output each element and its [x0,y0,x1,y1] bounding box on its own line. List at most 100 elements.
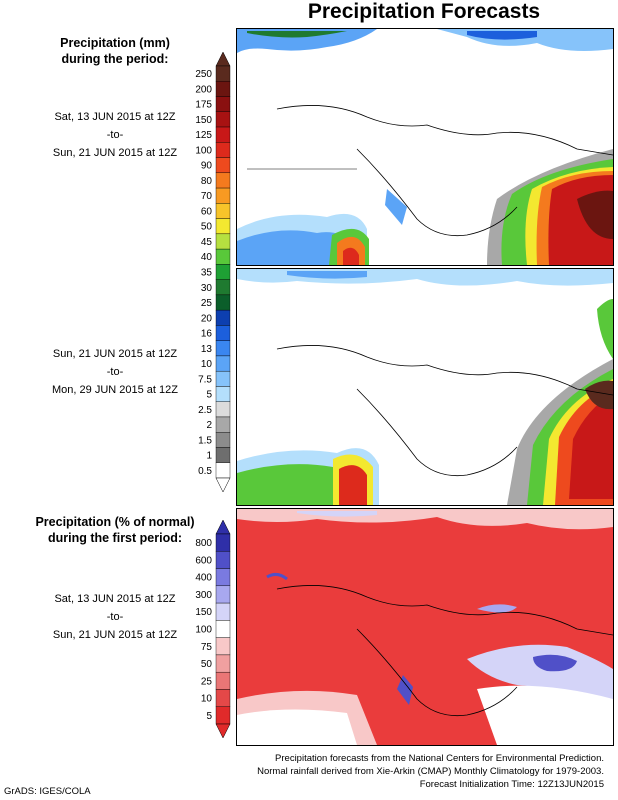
period-3-label: Sat, 13 JUN 2015 at 12Z -to- Sun, 21 JUN… [0,590,230,644]
pct-colorbar-swatch [215,706,231,725]
mm-colorbar-tick-label: 250 [195,69,212,80]
period-2-start: Sun, 21 JUN 2015 at 12Z [52,348,178,360]
period-2-to: -to- [106,366,124,378]
mm-colorbar-tick-label: 10 [201,359,213,370]
mm-colorbar-swatch [215,432,231,448]
mm-colorbar-tick-label: 7.5 [198,374,212,385]
mm-colorbar-swatch [215,142,231,158]
period-1-start: Sat, 13 JUN 2015 at 12Z [54,111,176,123]
pct-colorbar-bottom-arrow [215,723,231,738]
mm-colorbar-swatch [215,96,231,112]
mm-colorbar-tick-label: 5 [206,390,212,401]
pct-heading-line-1: Precipitation (% of normal) [35,515,195,529]
pct-colorbar-tick-label: 75 [201,642,213,653]
footer-line-2: Normal rainfall derived from Xie-Arkin (… [257,766,604,777]
mm-colorbar-tick-label: 25 [201,298,213,309]
mm-legend-heading: Precipitation (mm) during the period: [0,35,230,67]
map-panel-period-1 [236,28,614,266]
pct-colorbar-top-arrow [215,520,231,535]
mm-colorbar-tick-label: 70 [201,191,213,202]
period-3-to: -to- [106,611,124,623]
mm-colorbar-swatch [215,386,231,402]
mm-colorbar-tick-label: 0.5 [198,466,212,477]
mm-colorbar-tick-label: 20 [201,313,213,324]
pct-colorbar-swatch [215,551,231,569]
mm-heading-line-2: during the period: [61,52,169,66]
mm-colorbar-swatch [215,401,231,418]
mm-colorbar-swatch [215,233,231,250]
mm-colorbar-top-arrow [215,52,231,67]
pct-colorbar: 800 600 400 300 150 100 75 50 25 10 5 [195,520,231,738]
mm-colorbar-swatch [215,355,231,372]
pct-colorbar-tick-label: 400 [195,573,212,584]
mm-colorbar-swatch [215,264,231,280]
mm-colorbar-swatch [215,279,231,296]
period-2-end: Mon, 29 JUN 2015 at 12Z [52,384,178,396]
mm-colorbar-swatch [215,325,231,341]
mm-colorbar-tick-label: 35 [201,268,213,279]
mm-colorbar-swatch [215,203,231,219]
pct-colorbar-tick-label: 800 [195,538,212,549]
mm-colorbar-tick-label: 2.5 [198,405,212,416]
pct-colorbar-tick-label: 150 [195,607,212,618]
mm-colorbar-swatch [215,126,231,143]
map-panel-percent-normal [236,508,614,746]
pct-colorbar-tick-label: 50 [201,659,213,670]
period-1-to: -to- [106,129,124,141]
percent-normal-map [237,509,613,745]
page-title: Precipitation Forecasts [307,0,541,23]
mm-colorbar-swatch [215,309,231,326]
pct-colorbar-tick-label: 100 [195,625,212,636]
mm-colorbar-tick-label: 1.5 [198,435,212,446]
mm-colorbar-tick-label: 30 [201,283,213,294]
mm-colorbar-swatch [215,157,231,174]
mm-colorbar-swatch [215,172,231,189]
pct-colorbar-swatch [215,568,231,587]
pct-colorbar-swatch [215,637,231,656]
mm-colorbar-swatch [215,187,231,204]
precip-map-1 [237,29,613,265]
period-2-label: Sun, 21 JUN 2015 at 12Z -to- Mon, 29 JUN… [0,345,230,399]
mm-colorbar-tick-label: 125 [195,130,212,141]
mm-colorbar-swatch [215,340,231,357]
mm-colorbar-tick-label: 1 [206,451,212,462]
precip-map-2 [237,269,613,505]
pct-legend-heading: Precipitation (% of normal) during the f… [0,514,230,546]
mm-colorbar-swatch [215,218,231,235]
mm-colorbar-swatch [215,416,231,433]
mm-colorbar-swatch [215,447,231,463]
period-1-end: Sun, 21 JUN 2015 at 12Z [52,147,178,159]
mm-colorbar-tick-label: 150 [195,115,212,126]
mm-colorbar-tick-label: 45 [201,237,213,248]
period-3-end: Sun, 21 JUN 2015 at 12Z [52,629,178,641]
pct-colorbar-tick-label: 600 [195,555,212,566]
pct-colorbar-swatch [215,689,231,707]
period-1-label: Sat, 13 JUN 2015 at 12Z -to- Sun, 21 JUN… [0,108,230,162]
pct-colorbar-tick-label: 300 [195,590,212,601]
pct-colorbar-swatch [215,671,231,690]
mm-colorbar-tick-label: 100 [195,145,212,156]
map-panel-period-2 [236,268,614,506]
pct-colorbar-swatch [215,533,231,552]
mm-colorbar-tick-label: 13 [201,344,213,355]
mm-colorbar-swatch [215,370,231,387]
mm-colorbar-tick-label: 80 [201,176,213,187]
pct-colorbar-swatch [215,602,231,621]
mm-colorbar-tick-label: 2 [206,420,212,431]
pct-colorbar-tick-label: 10 [201,694,213,705]
pct-colorbar-tick-label: 25 [201,676,213,687]
mm-colorbar-tick-label: 16 [201,329,213,340]
pct-colorbar-tick-label: 5 [206,711,212,722]
mm-colorbar-swatch [215,248,231,265]
mm-colorbar-tick-label: 175 [195,100,212,111]
mm-colorbar-tick-label: 200 [195,84,212,95]
mm-colorbar-tick-label: 60 [201,206,213,217]
footer-line-1: Precipitation forecasts from the Nationa… [275,753,604,764]
mm-colorbar-swatch [215,65,231,82]
mm-colorbar-bottom-arrow [215,477,231,492]
mm-colorbar-tick-label: 40 [201,252,213,263]
mm-colorbar-swatch [215,462,231,479]
pct-colorbar-swatch [215,654,231,673]
pct-colorbar-swatch [215,620,231,638]
mm-colorbar-swatch [215,111,231,128]
